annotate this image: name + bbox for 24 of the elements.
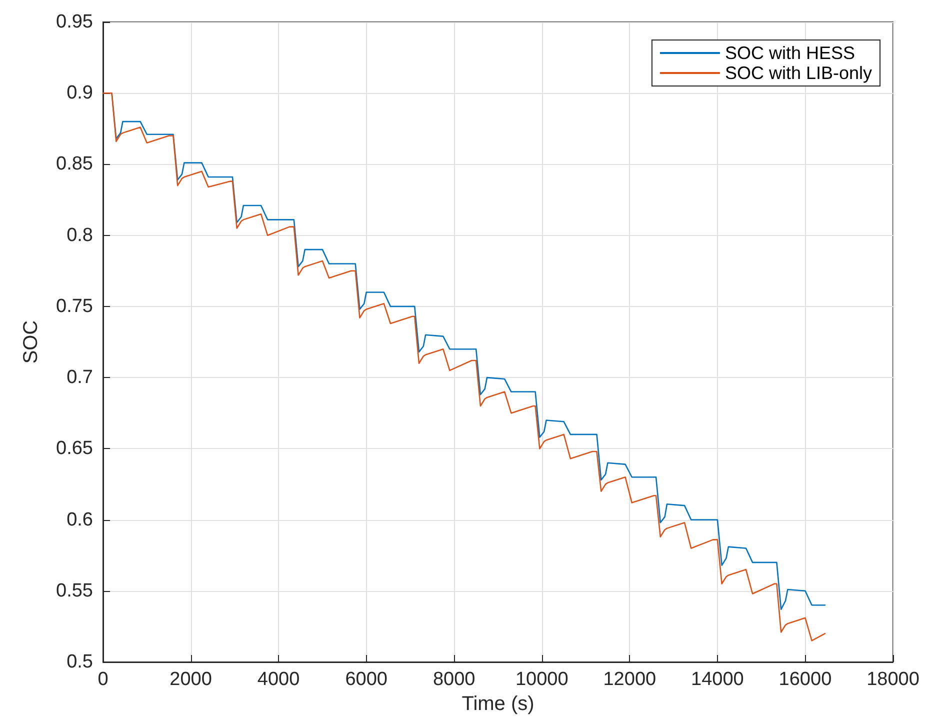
x-tick-label: 0 xyxy=(98,669,108,690)
y-tick-label: 0.5 xyxy=(66,652,93,672)
legend-label: SOC with HESS xyxy=(724,43,855,63)
y-tick-label: 0.85 xyxy=(56,154,93,175)
y-tick-label: 0.65 xyxy=(56,438,93,460)
y-tick-label: 0.8 xyxy=(66,224,93,246)
y-tick-label: 0.6 xyxy=(66,509,93,530)
x-tick-label: 6000 xyxy=(345,669,388,690)
x-tick-label: 12000 xyxy=(603,669,656,690)
x-tick-label: 2000 xyxy=(170,669,212,690)
x-tick-label: 16000 xyxy=(778,669,832,690)
x-axis-title: Time (s) xyxy=(462,693,534,715)
legend-label: SOC with LIB-only xyxy=(724,63,872,83)
x-tick-label: 18000 xyxy=(866,669,920,690)
y-axis-title: SOC xyxy=(20,320,42,364)
y-tick-label: 0.95 xyxy=(56,12,93,32)
y-tick-label: 0.7 xyxy=(66,367,93,388)
y-tick-label: 0.75 xyxy=(56,296,93,317)
x-tick-label: 10000 xyxy=(515,669,568,690)
x-tick-label: 4000 xyxy=(257,669,300,690)
y-tick-label: 0.55 xyxy=(56,580,93,602)
y-tick-label: 0.9 xyxy=(66,82,93,104)
x-tick-label: 14000 xyxy=(691,669,744,690)
x-tick-label: 8000 xyxy=(432,669,476,690)
